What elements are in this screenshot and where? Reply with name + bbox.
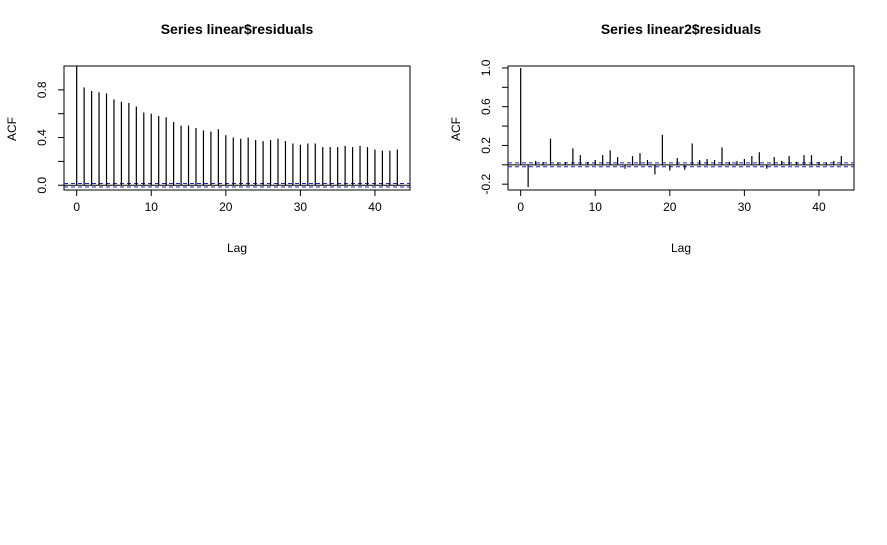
x-axis-label: Lag: [671, 241, 691, 255]
y-tick-label: 0.0: [35, 177, 49, 194]
y-tick-label: 1.0: [479, 59, 493, 76]
x-tick-label: 40: [368, 200, 382, 214]
x-tick-label: 20: [219, 200, 233, 214]
y-axis-label: ACF: [5, 117, 19, 141]
x-tick-label: 10: [589, 200, 603, 214]
y-tick-label: 0.2: [479, 137, 493, 154]
x-tick-label: 30: [738, 200, 752, 214]
plot-frame: [507, 65, 855, 191]
acf-panel-linear-residuals: Series linear$residuals Lag ACF 0 10 20 30 4…: [5, 21, 411, 255]
x-tick-label: 20: [663, 200, 677, 214]
x-tick-label: 0: [517, 200, 524, 214]
x-axis-label: Lag: [227, 241, 247, 255]
chart-title: Series linear$residuals: [161, 21, 314, 37]
x-tick-label: 10: [145, 200, 159, 214]
x-tick-label: 40: [812, 200, 826, 214]
y-tick-label: 0.8: [35, 81, 49, 98]
acf-panel-linear2-residuals: Series linear2$residuals Lag ACF 0 10 20 30…: [449, 21, 855, 255]
y-tick-label: 0.6: [479, 98, 493, 115]
plot-frame: [63, 65, 411, 191]
chart-title: Series linear2$residuals: [601, 21, 762, 37]
y-tick-label: 0.4: [35, 129, 49, 146]
y-tick-label: -0.2: [479, 174, 493, 195]
x-tick-label: 0: [73, 200, 80, 214]
y-axis-label: ACF: [449, 117, 463, 141]
x-tick-label: 30: [294, 200, 308, 214]
